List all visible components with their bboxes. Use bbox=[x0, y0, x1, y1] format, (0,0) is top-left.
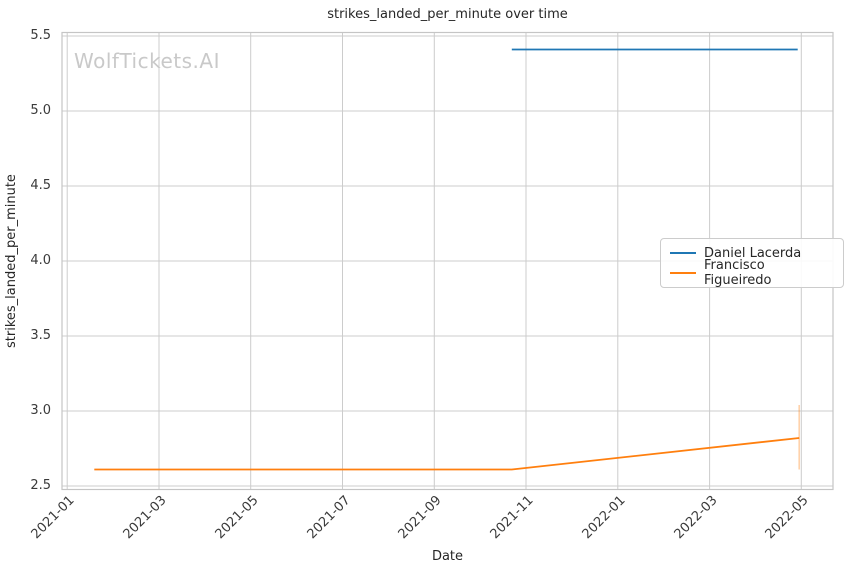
legend-line-sample bbox=[670, 272, 696, 274]
y-tick-label: 3.0 bbox=[30, 403, 51, 419]
y-tick-label: 3.5 bbox=[30, 328, 51, 344]
y-tick-label: 5.5 bbox=[30, 27, 51, 43]
legend-label: Francisco Figueiredo bbox=[704, 258, 772, 288]
chart-title: strikes_landed_per_minute over time bbox=[327, 7, 568, 22]
legend-line-sample bbox=[670, 252, 696, 254]
y-tick-label: 2.5 bbox=[30, 478, 51, 494]
y-tick-label: 4.5 bbox=[30, 177, 51, 193]
legend-item: Francisco Figueiredo bbox=[670, 258, 834, 288]
y-tick-label: 4.0 bbox=[30, 253, 51, 268]
y-tick-label: 5.0 bbox=[30, 102, 51, 118]
legend-label: Daniel Lacerda bbox=[704, 245, 802, 261]
legend: Daniel Lacerda Francisco Figueiredo bbox=[660, 238, 844, 288]
series-line bbox=[94, 437, 800, 471]
legend-item: Daniel Lacerda bbox=[670, 243, 834, 263]
watermark: WolfTickets.AI bbox=[74, 49, 220, 73]
x-axis-label: Date bbox=[431, 549, 464, 564]
